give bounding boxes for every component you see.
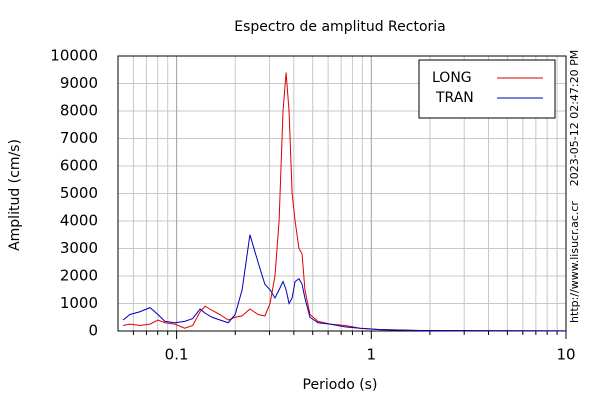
y-tick-label: 8000 — [60, 102, 98, 120]
y-tick-label: 2000 — [60, 267, 98, 285]
timestamp: 2023-05-12 02:47:20 PM — [568, 50, 581, 186]
y-tick-label: 10000 — [50, 47, 98, 65]
source-url: http://www.lisucr.ac.cr — [568, 201, 581, 323]
y-tick-label: 3000 — [60, 239, 98, 257]
x-tick-label: 0.1 — [165, 346, 189, 364]
x-tick-label: 10 — [556, 346, 575, 364]
legend-box — [418, 59, 556, 119]
legend-label: LONG — [432, 70, 472, 86]
y-axis-label: Amplitud (cm/s) — [7, 139, 23, 251]
y-tick-label: 4000 — [60, 212, 98, 230]
y-tick-label: 6000 — [60, 157, 98, 175]
y-tick-label: 9000 — [60, 74, 98, 92]
y-tick-label: 0 — [88, 322, 98, 340]
plot-frame — [117, 55, 567, 332]
y-tick-label: 5000 — [60, 184, 98, 202]
y-tick-label: 7000 — [60, 129, 98, 147]
legend-label: TRAN — [435, 90, 474, 106]
chart-title: Espectro de amplitud Rectoria — [234, 19, 446, 35]
series-line — [122, 234, 567, 332]
x-tick-label: 1 — [367, 346, 377, 364]
y-tick-label: 1000 — [60, 294, 98, 312]
x-axis-label: Periodo (s) — [303, 377, 378, 393]
